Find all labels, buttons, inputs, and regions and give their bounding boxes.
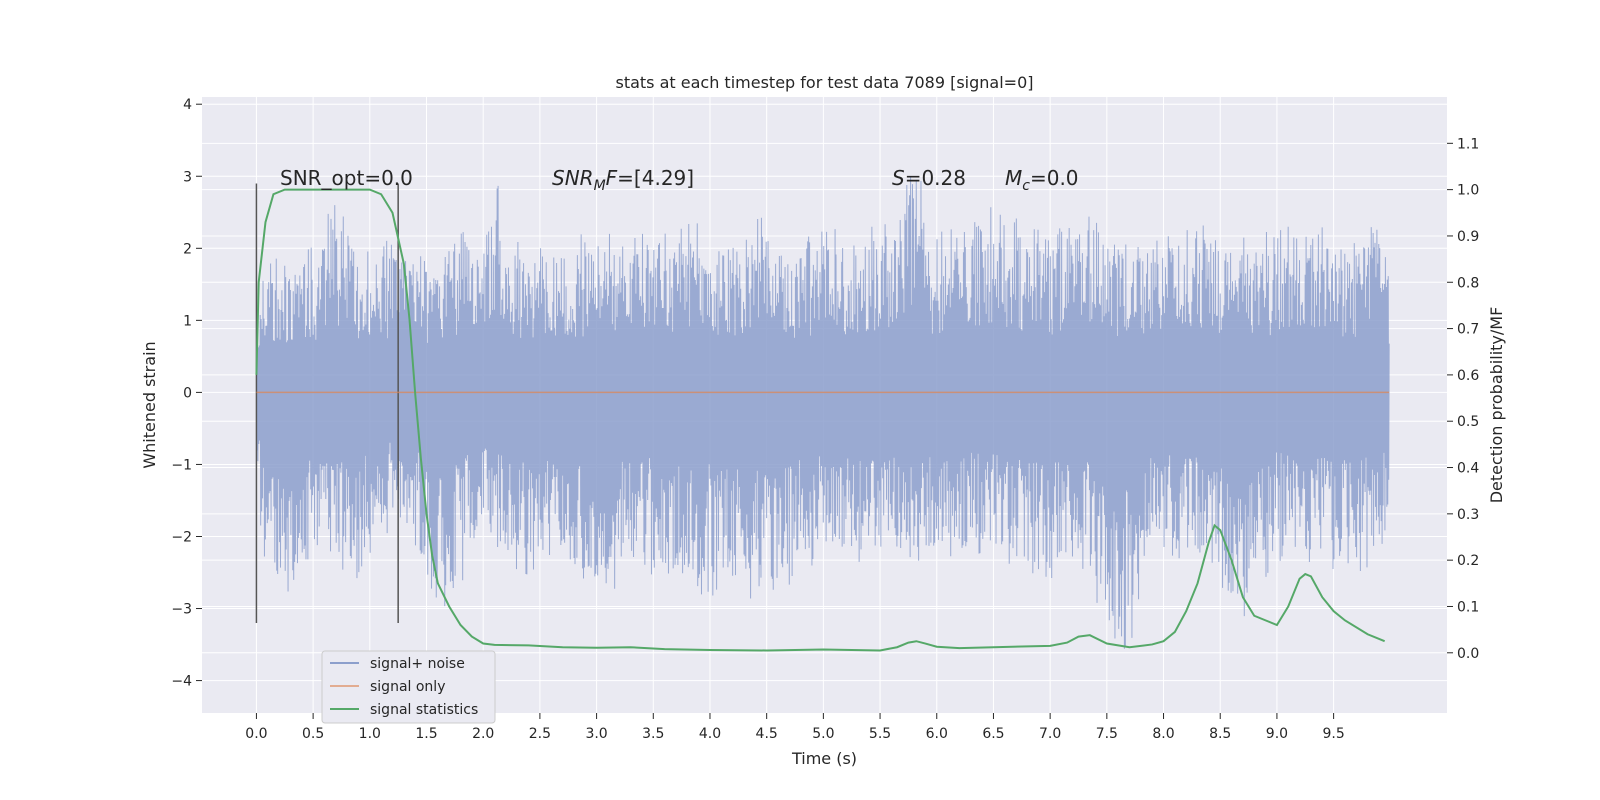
y2-tick-label: 0.7 xyxy=(1457,322,1479,338)
x-tick-label: 8.0 xyxy=(1152,726,1174,742)
x-tick-label: 7.0 xyxy=(1039,726,1061,742)
y2-tick-label: 0.1 xyxy=(1457,599,1479,615)
x-tick-label: 1.0 xyxy=(359,726,381,742)
y2-tick-label: 1.1 xyxy=(1457,136,1479,152)
legend-label-signal: signal only xyxy=(370,679,445,695)
y-axis-label: Whitened strain xyxy=(140,341,159,468)
y2-tick-label: 0.8 xyxy=(1457,275,1479,291)
annotation-snr-mf-var2: F xyxy=(606,166,618,190)
annotation-mc-value: =0.0 xyxy=(1030,166,1079,190)
chart-title: stats at each timestep for test data 708… xyxy=(615,73,1033,92)
legend-box xyxy=(321,650,496,724)
x-axis-label: Time (s) xyxy=(791,749,857,768)
x-tick-label: 0.5 xyxy=(302,726,324,742)
annotation-snr-mf: SNRMF=[4.29] xyxy=(552,166,694,194)
y-tick-label: 1 xyxy=(183,313,192,329)
x-tick-label: 5.0 xyxy=(812,726,834,742)
x-tick-label: 6.5 xyxy=(982,726,1004,742)
annotation-s-var: S xyxy=(892,166,905,190)
x-tick-label: 7.5 xyxy=(1096,726,1118,742)
legend-label-noise: signal+ noise xyxy=(370,656,465,672)
x-tick-label: 1.5 xyxy=(415,726,437,742)
stats-line xyxy=(255,188,1386,652)
annotation-snr-mf-var: SNR xyxy=(552,166,594,190)
x-tick-label: 3.0 xyxy=(585,726,607,742)
legend-label-stats: signal statistics xyxy=(370,702,478,718)
annotation-s-value: =0.28 xyxy=(905,166,966,190)
y2-tick-label: 0.0 xyxy=(1457,646,1479,662)
x-tick-label: 2.5 xyxy=(529,726,551,742)
annotation-mc-var: M xyxy=(1005,166,1022,190)
x-tick-label: 3.5 xyxy=(642,726,664,742)
annotation-snr-mf-sub: M xyxy=(594,178,606,194)
annotation-mc-sub: c xyxy=(1022,178,1030,194)
ticks: 0.0 0.5 1.0 1.5 2.0 2.5 3.0 3.5 4.0 4.5 5.0 5.5 6.0 6… xyxy=(171,97,1479,742)
x-tick-label: 0.0 xyxy=(245,726,267,742)
noise-line xyxy=(255,176,1390,649)
x-tick-label: 9.5 xyxy=(1322,726,1344,742)
x-tick-label: 4.5 xyxy=(756,726,778,742)
x-tick-label: 8.5 xyxy=(1209,726,1231,742)
x-tick-label: 5.5 xyxy=(869,726,891,742)
y2-tick-label: 0.6 xyxy=(1457,368,1479,384)
annotation-snr-mf-value: =[4.29] xyxy=(617,166,694,190)
x-tick-label: 2.0 xyxy=(472,726,494,742)
annotation-s: S=0.28 xyxy=(892,166,966,190)
y-tick-label: −2 xyxy=(171,529,192,545)
y-tick-label: −3 xyxy=(171,602,192,618)
y-tick-label: −1 xyxy=(171,457,192,473)
y2-tick-label: 0.2 xyxy=(1457,553,1479,569)
y-tick-label: 0 xyxy=(183,385,192,401)
window-lines xyxy=(255,183,399,623)
annotation-mc: Mc=0.0 xyxy=(1005,166,1079,194)
x-tick-label: 9.0 xyxy=(1266,726,1288,742)
y-tick-label: 3 xyxy=(183,169,192,185)
x-tick-label: 6.0 xyxy=(926,726,948,742)
y-tick-label: 4 xyxy=(183,97,192,113)
noise-series xyxy=(255,176,1390,649)
y2-tick-label: 1.0 xyxy=(1457,183,1479,199)
y2-axis-label: Detection probability/MF xyxy=(1487,307,1506,504)
y2-tick-label: 0.5 xyxy=(1457,414,1479,430)
x-tick-label: 4.0 xyxy=(699,726,721,742)
stats-series xyxy=(255,188,1386,652)
y2-tick-label: 0.3 xyxy=(1457,507,1479,523)
y2-tick-label: 0.9 xyxy=(1457,229,1479,245)
y-tick-label: 2 xyxy=(183,241,192,257)
annotation-snr-opt: SNR_opt=0.0 xyxy=(280,166,413,190)
y-tick-label: −4 xyxy=(171,674,192,690)
y2-tick-label: 0.4 xyxy=(1457,461,1479,477)
legend: signal+ noise signal only signal statist… xyxy=(321,650,496,724)
